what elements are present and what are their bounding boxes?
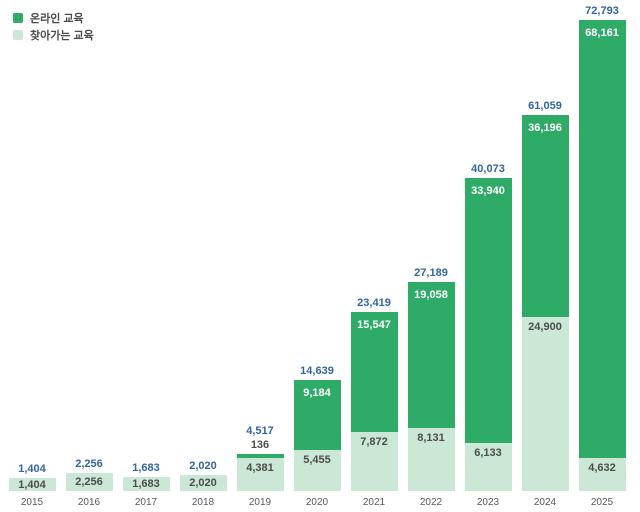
bar-2018-total-label: 2,020 — [189, 460, 217, 472]
chart-legend: 온라인 교육 찾아가는 교육 — [13, 9, 94, 43]
bar-2020-visiting-value: 5,455 — [303, 454, 331, 466]
x-axis-label-2024: 2024 — [533, 497, 557, 508]
bar-2021-online-segment: 15,547 — [350, 312, 398, 432]
x-axis-label-2025: 2025 — [590, 497, 614, 508]
bar-2021-visiting-segment: 7,872 — [350, 432, 398, 491]
bar-2018-visiting-value: 2,020 — [189, 477, 217, 489]
bar-2017-visiting-segment: 1,683 — [122, 477, 170, 491]
bar-2023-total-label: 40,073 — [471, 163, 505, 175]
online-legend-swatch-icon — [13, 12, 23, 23]
bar-2019-total-label: 4,517 — [246, 425, 274, 437]
visiting-legend-swatch-icon — [13, 29, 23, 40]
x-axis-label-2019: 2019 — [248, 497, 272, 508]
bar-2015-visiting-value: 1,404 — [18, 478, 46, 491]
bar-2022-visiting-segment: 8,131 — [407, 428, 455, 491]
bar-2023-visiting-segment: 6,133 — [464, 443, 512, 491]
bar-2025-online-value: 68,161 — [585, 27, 619, 39]
bar-2024-visiting-value: 24,900 — [528, 321, 562, 333]
x-axis-label-2017: 2017 — [134, 497, 158, 508]
bar-2022-online-value: 19,058 — [414, 289, 448, 301]
bar-2016-total-label: 2,256 — [75, 458, 103, 470]
x-axis-label-2016: 2016 — [77, 497, 101, 508]
x-axis-label-2022: 2022 — [419, 497, 443, 508]
bar-2024-total-label: 61,059 — [528, 100, 562, 112]
legend-label-online: 온라인 교육 — [30, 12, 84, 25]
x-axis-label-2015: 2015 — [20, 497, 44, 508]
bar-2023-online-value: 33,940 — [471, 185, 505, 197]
x-axis-label-2020: 2020 — [305, 497, 329, 508]
bar-2017-total-label: 1,683 — [132, 462, 160, 474]
bar-2017-visiting-value: 1,683 — [132, 478, 160, 490]
legend-label-visiting: 찾아가는 교육 — [30, 29, 94, 42]
x-axis-label-2018: 2018 — [191, 497, 215, 508]
legend-item-online: 온라인 교육 — [13, 9, 94, 26]
bar-2025-visiting-segment: 4,632 — [578, 458, 626, 491]
bar-2019-visiting-segment: 4,381 — [236, 458, 284, 491]
bar-2022-visiting-value: 8,131 — [417, 432, 445, 444]
bar-2024-online-segment: 36,196 — [521, 115, 569, 317]
bar-2019-online-segment — [236, 454, 284, 458]
bar-2015-total-label: 1,404 — [18, 463, 46, 475]
bar-2020-online-value: 9,184 — [303, 387, 331, 399]
bar-2021-total-label: 23,419 — [357, 297, 391, 309]
bar-2019-visiting-value: 4,381 — [246, 462, 274, 474]
bar-2025-online-segment: 68,161 — [578, 20, 626, 458]
bar-2023-online-segment: 33,940 — [464, 178, 512, 443]
bar-2015-visiting-segment: 1,404 — [8, 478, 56, 491]
bar-2021-visiting-value: 7,872 — [360, 436, 388, 448]
bar-2023-visiting-value: 6,133 — [474, 447, 502, 459]
bar-2021-online-value: 15,547 — [357, 319, 391, 331]
x-axis-label-2021: 2021 — [362, 497, 386, 508]
bar-2020-total-label: 14,639 — [300, 365, 334, 377]
bar-2020-online-segment: 9,184 — [293, 380, 341, 450]
bar-2022-total-label: 27,189 — [414, 267, 448, 279]
legend-item-visiting: 찾아가는 교육 — [13, 26, 94, 43]
bar-2022-online-segment: 19,058 — [407, 282, 455, 428]
bar-2025-total-label: 72,793 — [585, 5, 619, 17]
bar-2024-online-value: 36,196 — [528, 122, 562, 134]
bar-2016-visiting-value: 2,256 — [75, 476, 103, 488]
bar-2016-visiting-segment: 2,256 — [65, 473, 113, 491]
x-axis-label-2023: 2023 — [476, 497, 500, 508]
bar-2024-visiting-segment: 24,900 — [521, 317, 569, 491]
bar-2018-visiting-segment: 2,020 — [179, 475, 227, 491]
bar-2019-online-value: 136 — [250, 439, 270, 451]
bar-2025-visiting-value: 4,632 — [588, 462, 616, 474]
bar-2020-visiting-segment: 5,455 — [293, 450, 341, 491]
